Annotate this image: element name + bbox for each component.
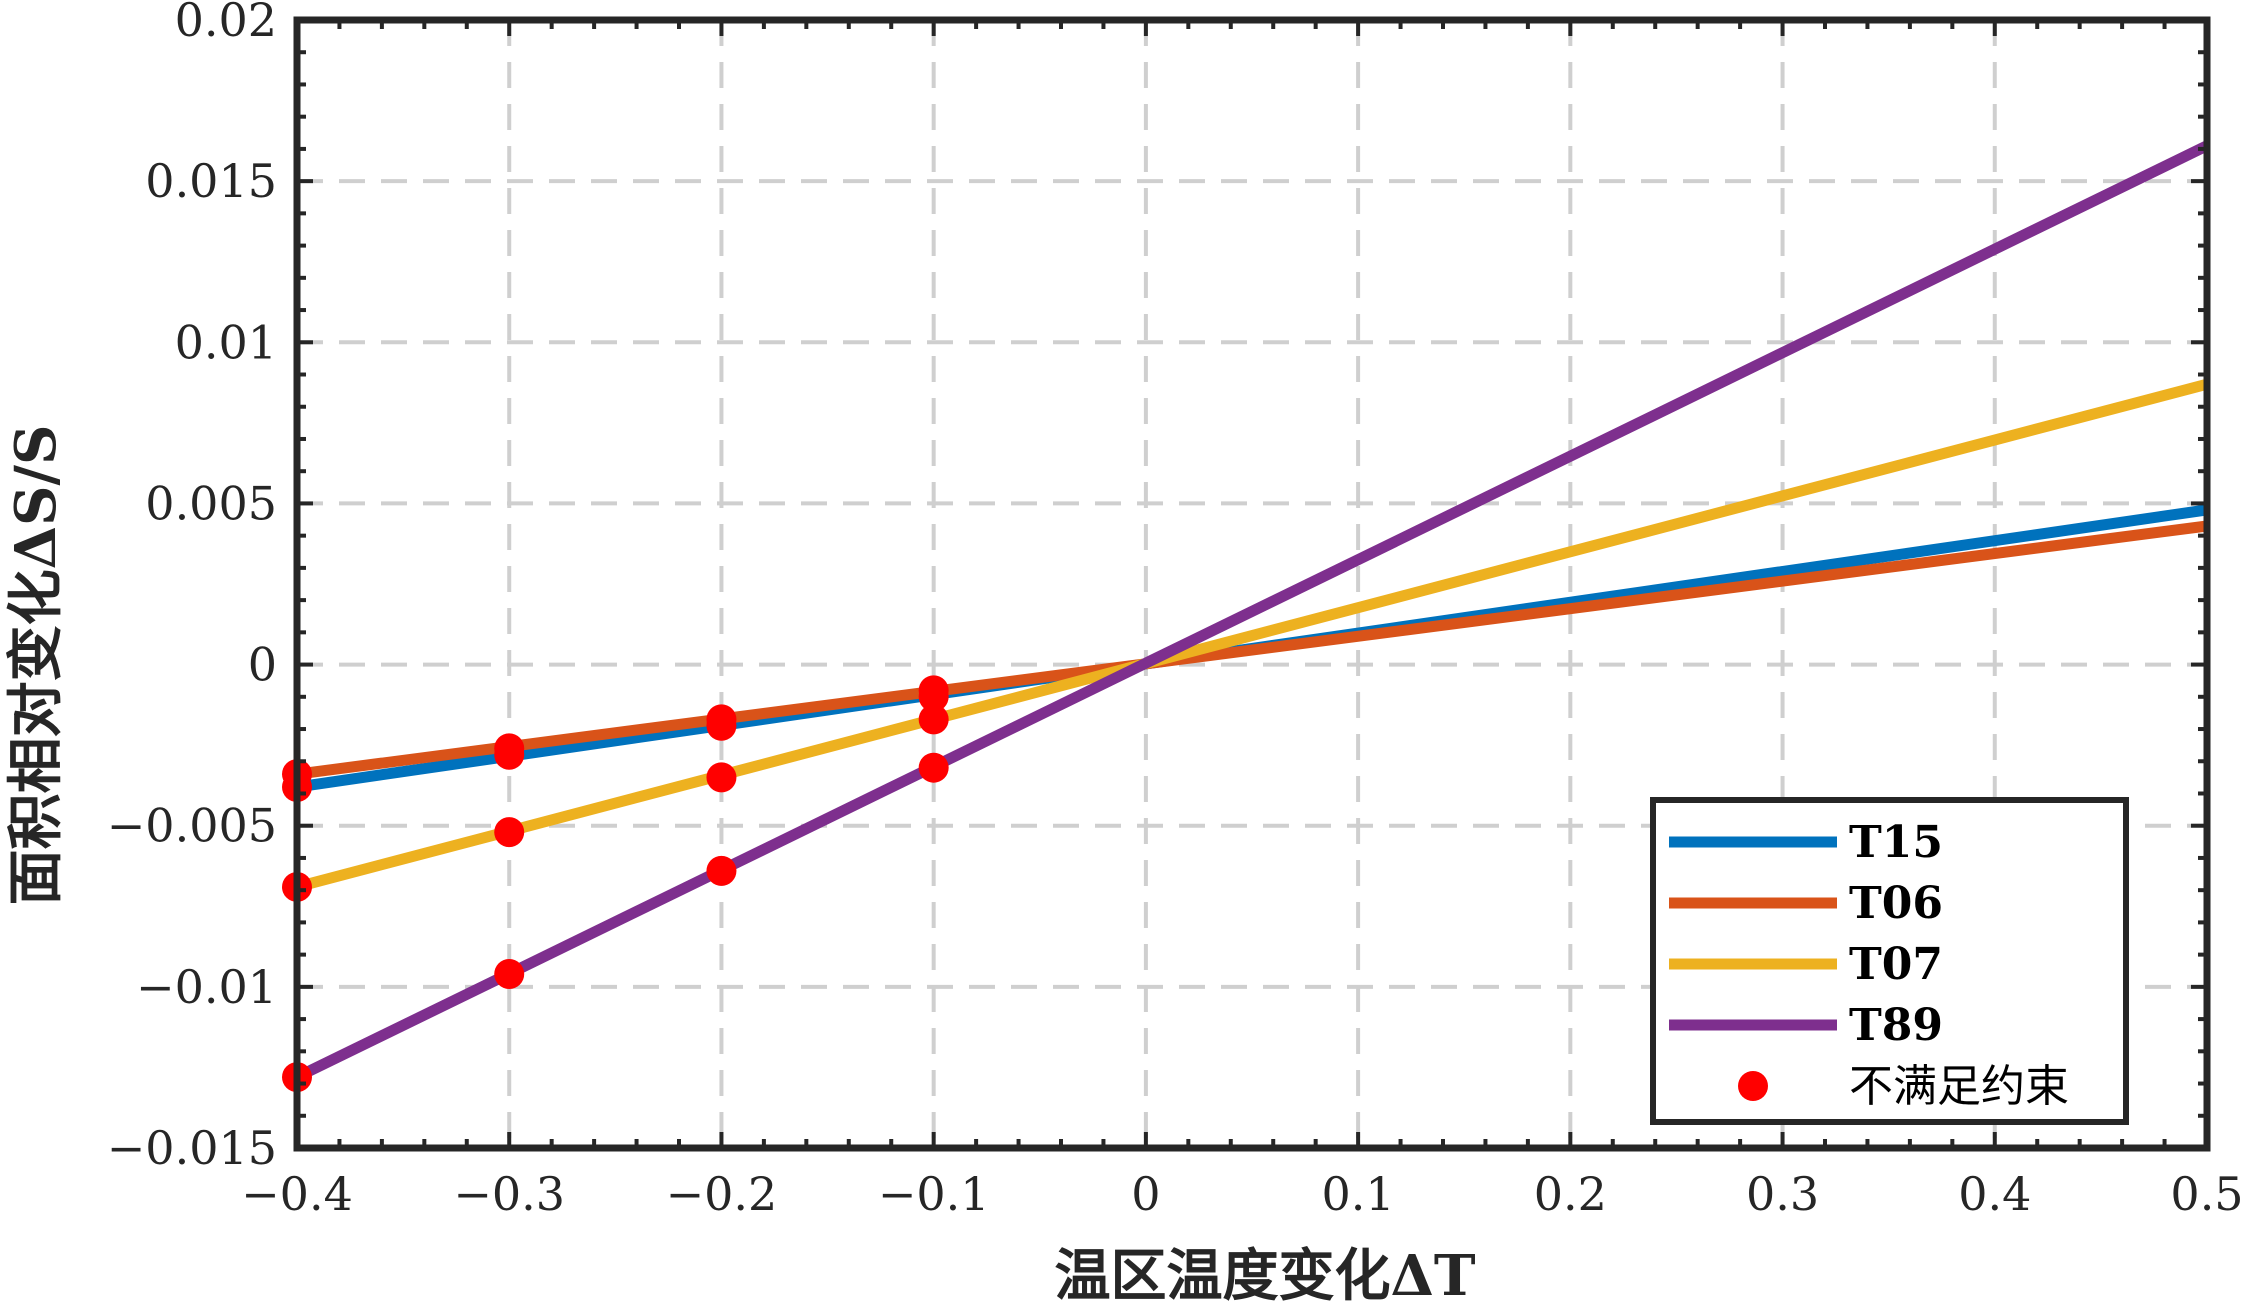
x-tick-label: 0	[1131, 1167, 1160, 1221]
y-tick-label: −0.01	[136, 960, 277, 1014]
x-tick-label: 0.4	[1958, 1167, 2031, 1221]
constraint-violation-marker	[918, 704, 949, 735]
y-tick-label: 0.01	[175, 315, 277, 369]
legend-box	[1650, 797, 2129, 1125]
axes-box	[293, 16, 2211, 1152]
series-line-t06	[296, 520, 2208, 780]
y-tick-label: 0.02	[175, 0, 277, 47]
series-line-t07	[295, 378, 2209, 893]
constraint-violation-marker	[918, 752, 949, 783]
constraint-violation-marker	[706, 762, 737, 793]
constraint-violation-marker	[918, 681, 949, 712]
x-tick-label: −0.4	[241, 1167, 353, 1221]
x-tick-label: −0.3	[453, 1167, 565, 1221]
legend-label-t07: T07	[1849, 939, 1943, 990]
x-tick-label: 0.1	[1322, 1167, 1395, 1221]
constraint-violation-marker	[494, 817, 525, 848]
y-tick-label: −0.005	[107, 799, 277, 853]
legend-label-constraint: 不满足约束	[1849, 1061, 2069, 1112]
series-layer	[294, 140, 2210, 1083]
series-line-t89	[294, 140, 2210, 1083]
x-tick-label: 0.2	[1534, 1167, 1607, 1221]
tick-labels: −0.4 −0.3 −0.2 −0.1 0 0.1 0.2 0.3 0.4 0.5 −0.015 −0…	[107, 0, 2244, 1221]
constraint-violation-marker	[706, 710, 737, 741]
legend-label-t06: T06	[1849, 878, 1943, 929]
legend-swatch-constraint	[1738, 1071, 1768, 1101]
x-tick-label: 0.5	[2170, 1167, 2243, 1221]
x-axis-title: 温区温度变化ΔT	[1054, 1243, 1475, 1309]
y-tick-label: 0	[248, 638, 277, 692]
constraint-violation-marker	[706, 855, 737, 886]
x-tick-label: 0.3	[1746, 1167, 1819, 1221]
legend-label-t89: T89	[1849, 1000, 1943, 1051]
minor-ticks	[295, 18, 2209, 1150]
y-tick-label: 0.005	[145, 476, 277, 530]
y-tick-label: 0.015	[145, 154, 277, 208]
legend-label-t15: T15	[1849, 817, 1943, 868]
axes	[293, 16, 2211, 1152]
y-tick-label: −0.015	[107, 1121, 277, 1175]
constraint-violation-marker	[494, 958, 525, 989]
x-tick-label: −0.1	[878, 1167, 990, 1221]
x-tick-label: −0.2	[666, 1167, 778, 1221]
constraint-violation-marker	[494, 739, 525, 770]
legend: T15 T06 T07 T89 不满足约束	[1650, 797, 2129, 1125]
y-axis-title: 面积相对变化ΔS/S	[3, 425, 69, 906]
